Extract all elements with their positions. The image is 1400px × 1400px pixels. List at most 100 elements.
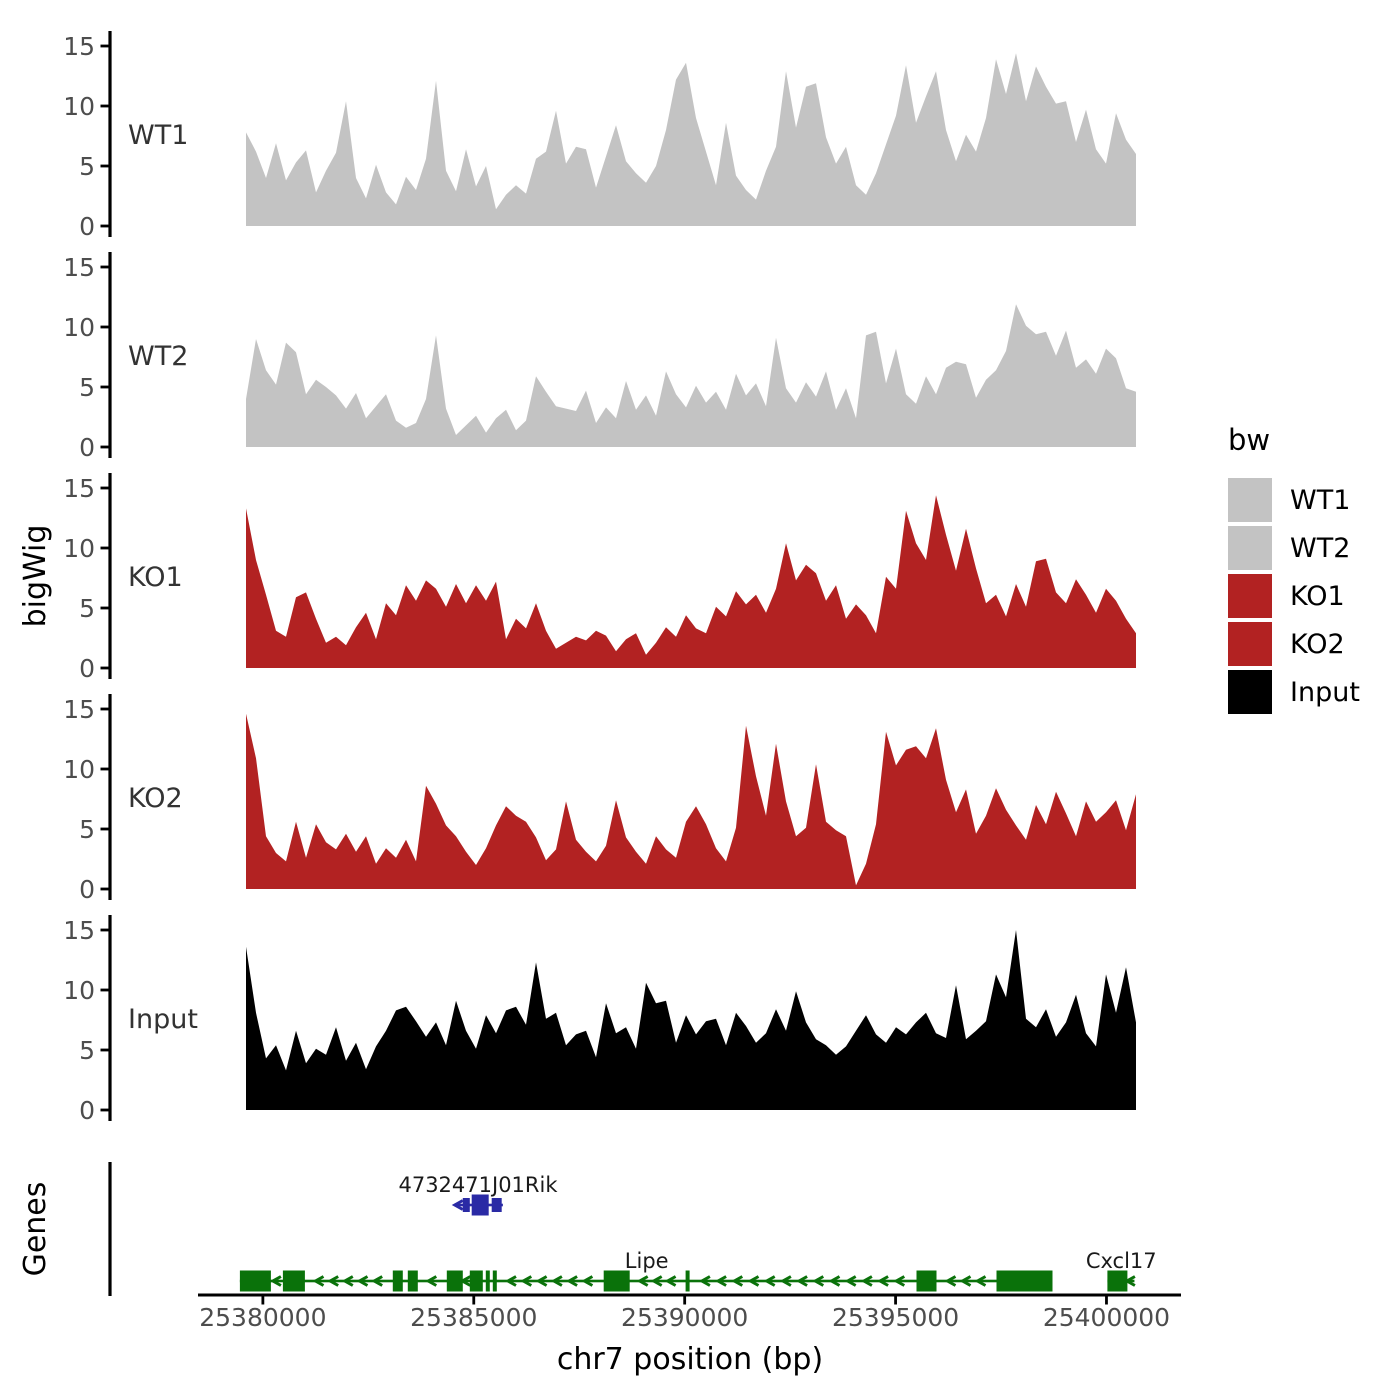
x-tick-label: 25380000 bbox=[199, 1303, 326, 1332]
y-tick-label-input: 15 bbox=[63, 916, 95, 945]
y-tick-label-ko2: 10 bbox=[63, 755, 95, 784]
strand-arrow-icon bbox=[698, 1275, 711, 1287]
strand-arrow-icon bbox=[763, 1275, 776, 1287]
strand-arrow-icon bbox=[796, 1275, 808, 1287]
gene-exon-lipe bbox=[282, 1270, 305, 1292]
strand-arrow-icon bbox=[566, 1275, 578, 1287]
strand-arrow-icon bbox=[812, 1275, 825, 1287]
gene-exon-4732471j01rik bbox=[462, 1198, 470, 1212]
y-tick-ko2 bbox=[100, 827, 110, 831]
track-label-input: Input bbox=[128, 1004, 198, 1035]
y-tick-label-input: 10 bbox=[63, 976, 95, 1005]
gene-label-cxcl17: Cxcl17 bbox=[1086, 1249, 1157, 1273]
gene-exon-lipe bbox=[446, 1270, 463, 1292]
y-tick-label-wt1: 5 bbox=[79, 152, 95, 181]
strand-arrow-icon bbox=[550, 1275, 563, 1287]
y-tick-ko1 bbox=[100, 666, 110, 670]
legend-swatch-ko1 bbox=[1228, 574, 1272, 618]
y-tick-label-wt2: 15 bbox=[63, 253, 95, 282]
y-tick-label-wt2: 10 bbox=[63, 313, 95, 342]
x-tick-label: 25395000 bbox=[832, 1303, 959, 1332]
strand-arrow-icon bbox=[877, 1275, 889, 1287]
y-axis-line-wt2 bbox=[108, 252, 112, 458]
track-area-ko1 bbox=[246, 495, 1136, 668]
y-tick-label-wt1: 10 bbox=[63, 92, 95, 121]
x-tick bbox=[261, 1296, 265, 1305]
y-tick-ko2 bbox=[100, 887, 110, 891]
y-tick-label-ko2: 5 bbox=[79, 815, 95, 844]
y-tick-label-input: 0 bbox=[79, 1096, 95, 1125]
gene-exon-4732471j01rik bbox=[491, 1198, 502, 1212]
x-tick-label: 25390000 bbox=[621, 1303, 748, 1332]
y-axis-line-ko1 bbox=[108, 473, 112, 679]
legend-label-ko2: KO2 bbox=[1290, 628, 1345, 660]
strand-arrow-icon bbox=[371, 1275, 383, 1287]
strand-arrow-icon bbox=[944, 1275, 957, 1287]
y-tick-ko1 bbox=[100, 606, 110, 610]
track-label-wt1: WT1 bbox=[128, 120, 189, 151]
y-axis-line-ko2 bbox=[108, 694, 112, 900]
strand-arrow-icon bbox=[747, 1275, 760, 1287]
y-tick-label-ko2: 15 bbox=[63, 695, 95, 724]
strand-arrow-icon bbox=[650, 1275, 663, 1287]
strand-arrow-icon bbox=[844, 1275, 857, 1287]
y-tick-wt1 bbox=[100, 224, 110, 228]
strand-arrow-icon bbox=[535, 1275, 548, 1287]
legend-item-input: Input bbox=[1228, 670, 1360, 714]
legend-item-ko1: KO1 bbox=[1228, 574, 1360, 618]
y-tick-input bbox=[100, 1048, 110, 1052]
gene-line-lipe bbox=[239, 1279, 1053, 1283]
strand-arrow-icon bbox=[731, 1275, 744, 1287]
strand-arrow-icon bbox=[959, 1275, 972, 1287]
track-area-wt1 bbox=[246, 53, 1136, 227]
x-tick-label: 25385000 bbox=[410, 1303, 537, 1332]
y-tick-label-wt1: 15 bbox=[63, 32, 95, 61]
y-tick-wt2 bbox=[100, 325, 110, 329]
y-tick-wt2 bbox=[100, 445, 110, 449]
legend-swatch-wt2 bbox=[1228, 526, 1272, 570]
legend: bw WT1 WT2 KO1 KO2 Input bbox=[1228, 424, 1360, 718]
strand-arrow-icon bbox=[269, 1275, 282, 1287]
track-label-wt2: WT2 bbox=[128, 341, 189, 372]
legend-item-wt1: WT1 bbox=[1228, 478, 1360, 522]
strand-arrow-icon bbox=[664, 1275, 677, 1287]
x-tick bbox=[683, 1296, 687, 1305]
y-tick-label-wt2: 5 bbox=[79, 373, 95, 402]
y-tick-input bbox=[100, 928, 110, 932]
strand-arrow-icon bbox=[715, 1275, 727, 1287]
strand-arrow-icon bbox=[893, 1275, 906, 1287]
track-area-ko2 bbox=[246, 713, 1136, 889]
y-tick-ko1 bbox=[100, 486, 110, 490]
y-axis-title-bigwig: bigWig bbox=[18, 524, 53, 628]
gene-exon-cxcl17 bbox=[1107, 1270, 1128, 1292]
legend-item-wt2: WT2 bbox=[1228, 526, 1360, 570]
legend-label-ko1: KO1 bbox=[1290, 580, 1345, 612]
strand-arrow-icon bbox=[504, 1275, 517, 1287]
y-tick-label-wt2: 0 bbox=[79, 433, 95, 462]
legend-swatch-ko2 bbox=[1228, 622, 1272, 666]
y-tick-ko2 bbox=[100, 707, 110, 711]
legend-swatch-wt1 bbox=[1228, 478, 1272, 522]
legend-item-ko2: KO2 bbox=[1228, 622, 1360, 666]
gene-exon-lipe bbox=[603, 1270, 630, 1292]
strand-arrow-icon bbox=[520, 1275, 533, 1287]
y-tick-wt2 bbox=[100, 265, 110, 269]
legend-swatch-input bbox=[1228, 670, 1272, 714]
gene-exon-4732471j01rik bbox=[471, 1194, 489, 1216]
y-tick-input bbox=[100, 988, 110, 992]
strand-arrow-icon bbox=[779, 1275, 792, 1287]
strand-arrow-icon bbox=[581, 1275, 594, 1287]
legend-label-input: Input bbox=[1290, 676, 1360, 708]
x-axis-line bbox=[198, 1293, 1181, 1297]
genes-axis-line bbox=[108, 1162, 112, 1296]
gene-exon-lipe bbox=[485, 1270, 490, 1292]
gene-label-lipe: Lipe bbox=[625, 1249, 669, 1273]
y-axis-title-genes: Genes bbox=[18, 1181, 53, 1277]
gene-exon-lipe bbox=[239, 1270, 271, 1292]
legend-label-wt1: WT1 bbox=[1290, 484, 1351, 516]
y-tick-ko2 bbox=[100, 767, 110, 771]
strand-arrow-icon bbox=[425, 1275, 438, 1287]
strand-arrow-icon bbox=[356, 1275, 369, 1287]
